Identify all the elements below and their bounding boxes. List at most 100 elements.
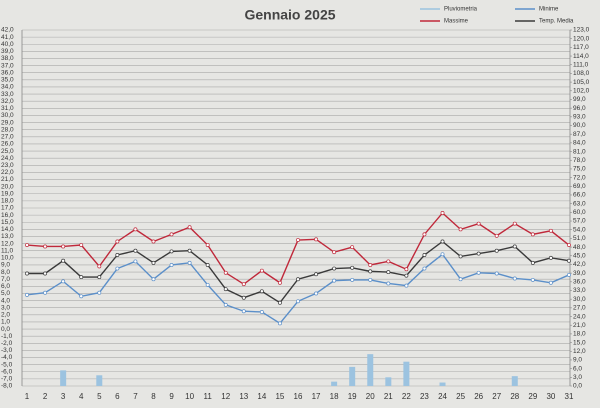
y2-tick-label: 99,0 xyxy=(573,96,586,103)
marker xyxy=(530,277,535,282)
marker xyxy=(133,248,138,253)
marker xyxy=(115,239,120,244)
y2-tick-label: 15,0 xyxy=(573,339,586,346)
marker xyxy=(332,278,337,283)
y-tick-label: 0,0 xyxy=(1,326,10,333)
y2-tick-label: 66,0 xyxy=(573,192,586,199)
marker xyxy=(512,276,517,281)
marker xyxy=(476,270,481,275)
bar xyxy=(349,366,356,386)
y-tick-label: -5,0 xyxy=(1,361,13,368)
marker xyxy=(79,275,84,280)
y2-tick-label: 3,0 xyxy=(573,374,582,381)
x-tick-label: 16 xyxy=(294,392,303,401)
marker xyxy=(494,271,499,276)
marker xyxy=(223,287,228,292)
y-tick-label: 7,0 xyxy=(1,276,10,283)
marker xyxy=(440,211,445,215)
y-tick-label: 32,0 xyxy=(1,98,14,105)
marker xyxy=(422,232,427,237)
marker xyxy=(79,294,84,299)
marker xyxy=(530,260,535,265)
marker xyxy=(512,244,517,249)
marker xyxy=(458,227,463,232)
marker xyxy=(422,253,427,257)
x-tick-label: 30 xyxy=(546,392,555,401)
y2-tick-label: 120,0 xyxy=(573,35,590,42)
bar xyxy=(60,370,67,386)
y-tick-label: -7,0 xyxy=(1,376,13,383)
x-tick-label: 4 xyxy=(79,392,84,401)
y2-tick-label: 48,0 xyxy=(573,244,586,251)
marker xyxy=(277,321,282,326)
marker xyxy=(25,292,29,297)
marker xyxy=(277,280,282,285)
marker xyxy=(350,265,355,270)
y2-tick-label: 93,0 xyxy=(573,114,586,121)
marker xyxy=(567,258,571,263)
marker xyxy=(43,290,48,295)
y2-tick-label: 6,0 xyxy=(573,365,582,372)
y2-tick-label: 90,0 xyxy=(573,122,586,129)
marker xyxy=(296,238,300,242)
marker xyxy=(404,267,409,272)
x-tick-label: 2 xyxy=(43,392,48,401)
x-tick-label: 14 xyxy=(257,392,266,401)
y-tick-label: 4,0 xyxy=(1,297,10,304)
y2-tick-label: 63,0 xyxy=(573,200,586,207)
x-tick-label: 10 xyxy=(185,392,194,401)
marker xyxy=(314,237,319,242)
x-tick-label: 31 xyxy=(565,392,574,401)
y2-tick-label: 21,0 xyxy=(573,322,586,329)
marker xyxy=(548,280,553,285)
x-tick-label: 5 xyxy=(97,392,102,401)
marker xyxy=(97,290,102,295)
y2-tick-label: 117,0 xyxy=(573,44,589,51)
y-tick-label: 28,0 xyxy=(1,126,14,133)
marker xyxy=(169,249,174,254)
x-tick-label: 12 xyxy=(221,392,230,401)
y-tick-label: 2,0 xyxy=(1,312,10,319)
x-tick-label: 6 xyxy=(115,392,120,401)
y2-tick-label: 69,0 xyxy=(573,183,586,190)
marker xyxy=(494,248,499,253)
y-tick-label: 17,0 xyxy=(1,205,14,212)
marker xyxy=(440,252,445,257)
marker xyxy=(512,221,517,226)
legend-label: Pluviometria xyxy=(444,7,478,13)
marker xyxy=(259,310,264,314)
y-tick-label: 13,0 xyxy=(1,233,14,240)
y-tick-label: 36,0 xyxy=(1,69,14,76)
marker xyxy=(43,271,48,276)
y-tick-label: 8,0 xyxy=(1,269,10,276)
legend-label: Minime xyxy=(539,7,559,13)
marker xyxy=(404,273,409,278)
legend-label: Massime xyxy=(444,19,469,25)
x-tick-label: 11 xyxy=(204,392,213,401)
x-tick-label: 22 xyxy=(402,392,411,401)
marker xyxy=(241,282,246,287)
y-tick-label: 18,0 xyxy=(1,198,14,205)
y-tick-label: 34,0 xyxy=(1,84,14,91)
y-tick-label: 25,0 xyxy=(1,148,14,155)
marker xyxy=(332,250,337,255)
marker xyxy=(169,263,174,267)
y-tick-label: -1,0 xyxy=(1,333,13,340)
marker xyxy=(386,270,391,275)
bar xyxy=(511,376,518,386)
y2-tick-label: 84,0 xyxy=(573,140,586,147)
y2-tick-label: 72,0 xyxy=(573,174,586,181)
marker xyxy=(205,282,210,287)
y2-tick-label: 18,0 xyxy=(573,331,586,338)
marker xyxy=(476,221,481,226)
marker xyxy=(548,228,553,233)
y-tick-label: 21,0 xyxy=(1,176,14,183)
chart-title: Gennaio 2025 xyxy=(244,7,335,23)
y-tick-label: 9,0 xyxy=(1,262,10,269)
marker xyxy=(61,258,66,263)
x-tick-label: 3 xyxy=(61,392,66,401)
y-tick-label: 15,0 xyxy=(1,219,14,226)
marker xyxy=(187,225,192,230)
y-tick-label: 23,0 xyxy=(1,162,14,169)
y-tick-label: 19,0 xyxy=(1,190,14,197)
